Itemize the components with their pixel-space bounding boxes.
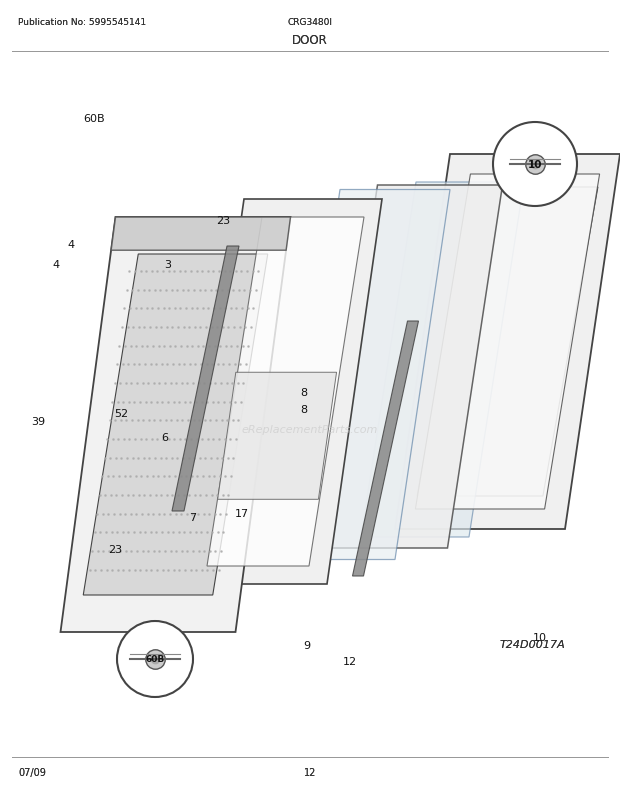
Polygon shape	[218, 373, 337, 500]
Text: 4: 4	[52, 260, 60, 269]
Polygon shape	[417, 188, 598, 496]
Polygon shape	[207, 217, 364, 566]
Polygon shape	[172, 247, 239, 512]
Polygon shape	[61, 217, 291, 632]
Polygon shape	[285, 190, 450, 560]
Text: eReplacementParts.com: eReplacementParts.com	[242, 424, 378, 435]
Polygon shape	[395, 155, 620, 529]
Text: 10: 10	[533, 633, 546, 642]
Polygon shape	[361, 183, 524, 537]
Text: 6: 6	[161, 432, 168, 442]
Polygon shape	[415, 175, 600, 509]
Text: 12: 12	[343, 657, 357, 666]
Text: 8: 8	[300, 388, 308, 398]
Polygon shape	[111, 217, 291, 251]
Text: Publication No: 5995545141: Publication No: 5995545141	[18, 18, 146, 27]
Text: 7: 7	[188, 512, 196, 522]
Text: 8: 8	[300, 404, 308, 414]
Text: 07/09: 07/09	[18, 767, 46, 777]
Text: CRG3480I: CRG3480I	[288, 18, 332, 27]
Text: 23: 23	[108, 545, 122, 554]
Text: DOOR: DOOR	[292, 34, 328, 47]
Text: 60B: 60B	[145, 654, 165, 664]
Text: T24D0017A: T24D0017A	[500, 639, 565, 649]
Text: 10: 10	[528, 160, 542, 170]
Text: Publication No: 5995545141: Publication No: 5995545141	[18, 18, 146, 27]
Circle shape	[493, 123, 577, 207]
Text: 60B: 60B	[84, 114, 105, 124]
Text: 4: 4	[68, 240, 75, 249]
Text: 12: 12	[304, 767, 316, 777]
Text: 9: 9	[303, 641, 311, 650]
Text: 12: 12	[304, 767, 316, 777]
Text: 52: 52	[114, 408, 128, 418]
Polygon shape	[83, 255, 268, 595]
Text: 39: 39	[32, 416, 45, 426]
Polygon shape	[189, 200, 382, 585]
Text: 07/09: 07/09	[18, 767, 46, 777]
Circle shape	[117, 622, 193, 697]
Text: CRG3480I: CRG3480I	[288, 18, 332, 27]
Text: 3: 3	[164, 260, 171, 269]
Polygon shape	[322, 186, 502, 549]
Text: DOOR: DOOR	[292, 34, 328, 47]
Polygon shape	[353, 322, 418, 577]
Text: T24D0017A: T24D0017A	[500, 639, 565, 649]
Text: 23: 23	[216, 216, 230, 225]
Text: 17: 17	[235, 508, 249, 518]
